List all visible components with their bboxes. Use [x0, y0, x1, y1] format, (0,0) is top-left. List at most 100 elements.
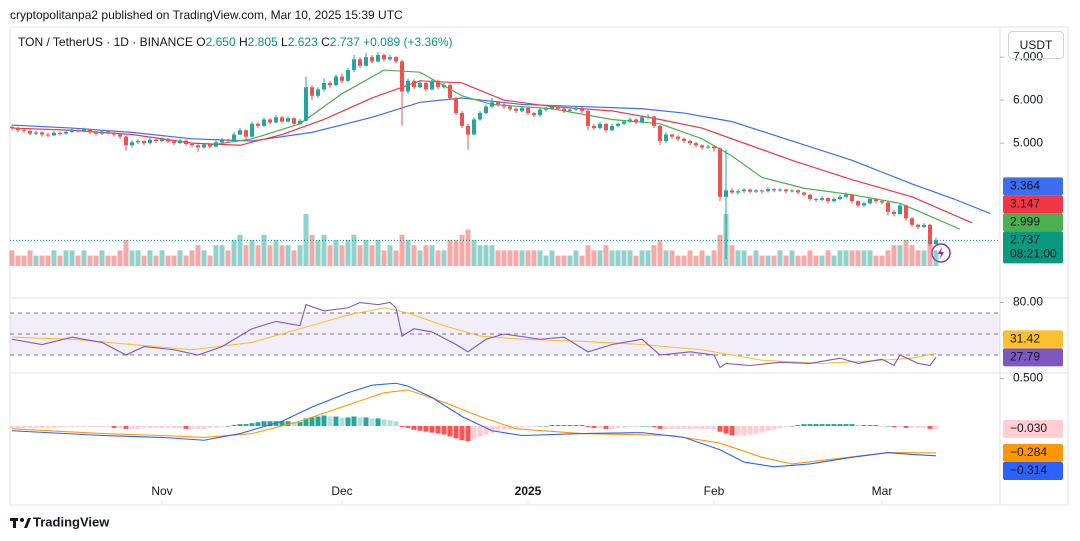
volume-bar	[543, 255, 549, 266]
volume-bar	[837, 250, 843, 266]
histogram-bar	[21, 425, 27, 428]
histogram-bar	[501, 425, 507, 430]
candle-body	[448, 85, 452, 98]
histogram-bar	[441, 425, 447, 435]
volume-bar	[531, 250, 537, 266]
volume-bar	[753, 250, 759, 266]
histogram-bar	[345, 417, 351, 426]
volume-bar	[357, 245, 363, 266]
value-label: 3.364	[1010, 179, 1040, 193]
volume-bar	[153, 255, 159, 266]
value-label-bg	[1003, 419, 1063, 438]
candle-body	[124, 136, 128, 146]
histogram-bar	[699, 425, 705, 429]
value-label: 27.79	[1010, 349, 1040, 363]
volume-bar	[501, 250, 507, 266]
volume-bar	[303, 214, 309, 266]
volume-bar	[573, 250, 579, 266]
histogram-bar	[549, 425, 555, 426]
volume-bar	[885, 250, 891, 266]
histogram-bar	[873, 425, 879, 426]
candle-body	[850, 194, 854, 202]
currency-button[interactable]: USDT	[1008, 31, 1064, 59]
histogram-bar	[213, 425, 219, 428]
volume-bar	[567, 255, 573, 266]
volume-bar	[897, 245, 903, 266]
candle-body	[112, 132, 116, 135]
candle-body	[346, 70, 350, 81]
candle-body	[322, 82, 326, 90]
volume-bar	[429, 245, 435, 266]
candle-body	[616, 123, 620, 126]
histogram-bar	[387, 420, 393, 426]
histogram-bar	[429, 425, 435, 433]
volume-bar	[231, 240, 237, 266]
volume-bar	[201, 250, 207, 266]
volume-bar	[297, 245, 303, 266]
volume-bar	[315, 240, 321, 266]
published-line: cryptopolitanpa2 published on TradingVie…	[10, 8, 403, 22]
histogram-bar	[15, 425, 21, 428]
volume-bar	[93, 255, 99, 266]
value-label: −0.030	[1010, 421, 1047, 435]
volume-bar	[711, 250, 717, 266]
candle-body	[676, 136, 680, 139]
candle-body	[730, 190, 734, 193]
histogram-bar	[813, 424, 819, 426]
candle-body	[682, 138, 686, 141]
histogram-bar	[675, 425, 681, 429]
volume-bar	[699, 250, 705, 266]
volume-bar	[117, 250, 123, 266]
histogram-bar	[573, 425, 579, 426]
volume-bar	[63, 250, 69, 266]
histogram-bar	[201, 425, 207, 429]
volume-bar	[615, 250, 621, 266]
histogram-bar	[51, 425, 57, 428]
histogram-bar	[855, 425, 861, 426]
histogram-bar	[759, 425, 765, 433]
candle-body	[130, 142, 134, 146]
histogram-bar	[135, 425, 141, 429]
histogram-bar	[669, 425, 675, 429]
histogram-bar	[591, 425, 597, 428]
candle-body	[742, 189, 746, 192]
histogram-bar	[423, 425, 429, 432]
histogram-bar	[867, 425, 873, 426]
volume-bar	[159, 250, 165, 266]
histogram-bar	[225, 425, 231, 427]
histogram-bar	[183, 425, 189, 429]
value-label: 3.147	[1010, 197, 1040, 211]
volume-bar	[609, 250, 615, 266]
value-label-bg	[1003, 443, 1063, 462]
candle-body	[646, 116, 650, 118]
y-tick-label: 6.000	[1013, 92, 1043, 106]
candle-body	[562, 108, 566, 111]
volume-bar	[435, 250, 441, 266]
candle-body	[802, 192, 806, 195]
candle-body	[874, 199, 878, 202]
candle-body	[688, 140, 692, 144]
histogram-bar	[303, 418, 309, 426]
histogram-bar	[411, 425, 417, 430]
candle-body	[634, 119, 638, 123]
volume-bar	[921, 250, 927, 266]
histogram-bar	[171, 425, 177, 428]
candle-body	[574, 107, 578, 110]
symbol-line: TON / TetherUS · 1D · BINANCE O2.650 H2.…	[18, 35, 453, 49]
countdown-label: 08:21:00	[1010, 247, 1057, 261]
candle-body	[70, 130, 74, 132]
candle-body	[190, 143, 194, 146]
volume-bar	[195, 245, 201, 266]
volume-bar	[339, 245, 345, 266]
volume-bar	[327, 245, 333, 266]
histogram-bar	[801, 424, 807, 426]
candle-body	[340, 76, 344, 81]
volume-bar	[27, 250, 33, 266]
volume-bar	[333, 240, 339, 266]
histogram-bar	[453, 425, 459, 439]
candle-body	[40, 132, 44, 135]
volume-bar	[537, 250, 543, 266]
histogram-bar	[729, 425, 735, 436]
histogram-bar	[123, 425, 129, 429]
candle-body	[472, 119, 476, 135]
